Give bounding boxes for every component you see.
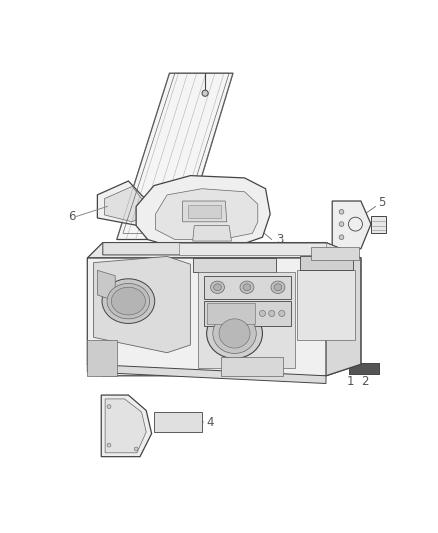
Polygon shape <box>97 181 159 225</box>
Ellipse shape <box>107 284 150 319</box>
Polygon shape <box>193 258 276 272</box>
Ellipse shape <box>243 284 251 290</box>
Text: 2: 2 <box>361 375 368 387</box>
Polygon shape <box>87 258 361 376</box>
Polygon shape <box>349 363 379 374</box>
Ellipse shape <box>339 209 344 214</box>
Polygon shape <box>136 175 270 249</box>
Polygon shape <box>103 243 357 255</box>
Ellipse shape <box>207 309 262 359</box>
Ellipse shape <box>339 222 344 227</box>
Polygon shape <box>87 340 117 376</box>
Ellipse shape <box>268 310 275 317</box>
Ellipse shape <box>107 443 111 447</box>
Ellipse shape <box>102 279 155 324</box>
Text: 4: 4 <box>206 416 213 429</box>
Polygon shape <box>336 204 366 246</box>
Ellipse shape <box>134 447 138 451</box>
Polygon shape <box>117 73 233 239</box>
Text: 3: 3 <box>276 233 283 246</box>
Polygon shape <box>198 272 295 368</box>
Text: 1: 1 <box>347 375 354 387</box>
Ellipse shape <box>279 310 285 317</box>
Polygon shape <box>104 187 152 222</box>
Polygon shape <box>188 205 221 218</box>
Polygon shape <box>204 301 291 326</box>
Polygon shape <box>105 399 146 453</box>
Polygon shape <box>101 395 152 457</box>
Ellipse shape <box>259 310 265 317</box>
Polygon shape <box>87 243 361 270</box>
Polygon shape <box>311 247 359 260</box>
Polygon shape <box>183 201 227 222</box>
Ellipse shape <box>240 281 254 294</box>
Ellipse shape <box>274 284 282 290</box>
Polygon shape <box>332 201 371 249</box>
Ellipse shape <box>271 281 285 294</box>
Ellipse shape <box>213 313 256 353</box>
Polygon shape <box>155 189 258 239</box>
Polygon shape <box>97 270 115 301</box>
Ellipse shape <box>339 235 344 239</box>
Polygon shape <box>154 412 202 432</box>
Ellipse shape <box>107 405 111 408</box>
Polygon shape <box>179 243 326 255</box>
Polygon shape <box>93 256 191 353</box>
Polygon shape <box>204 276 291 299</box>
Polygon shape <box>326 243 361 376</box>
Polygon shape <box>193 225 231 241</box>
Ellipse shape <box>202 90 208 96</box>
Ellipse shape <box>219 319 250 348</box>
Polygon shape <box>300 256 353 270</box>
Polygon shape <box>207 303 255 324</box>
Ellipse shape <box>111 287 145 315</box>
Polygon shape <box>87 364 326 384</box>
Polygon shape <box>221 357 283 376</box>
Ellipse shape <box>211 281 224 294</box>
Text: 5: 5 <box>378 196 385 209</box>
Text: 6: 6 <box>68 210 75 223</box>
Polygon shape <box>371 216 386 233</box>
Ellipse shape <box>214 284 221 290</box>
Polygon shape <box>297 270 356 340</box>
